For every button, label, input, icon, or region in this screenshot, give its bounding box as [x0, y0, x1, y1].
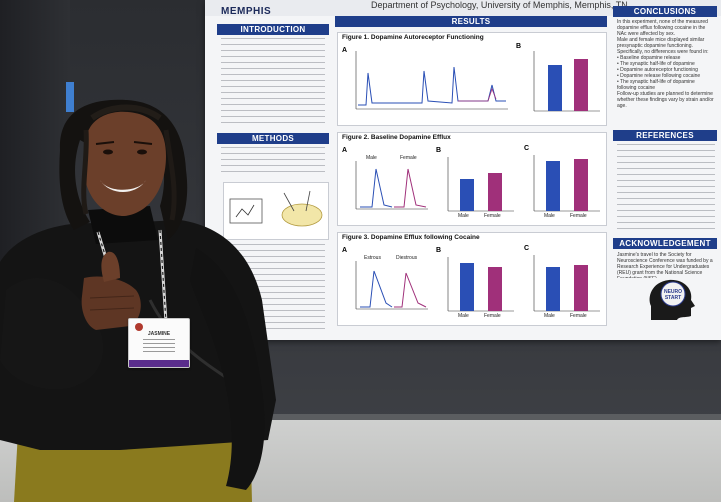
bar-label-male: Male: [544, 313, 555, 319]
conclusions-heading: CONCLUSIONS: [613, 6, 717, 17]
figure-3-title: Figure 3. Dopamine Efflux following Coca…: [342, 234, 480, 241]
bar-label-female: Female: [484, 313, 501, 319]
male-trace-label: Male: [366, 155, 377, 161]
head-silhouette-icon: NEURO START: [649, 279, 695, 320]
thumb: [101, 251, 120, 282]
panel-b-label: B: [436, 147, 442, 154]
right-arm: [190, 248, 265, 490]
figure-1-plots: [355, 51, 600, 112]
turtleneck-collar: [88, 206, 158, 244]
wall-baseboard: [0, 414, 721, 422]
introduction-heading: INTRODUCTION: [217, 24, 329, 35]
bar-label-female: Female: [484, 213, 501, 219]
panel-b-label: B: [516, 43, 522, 50]
svg-text:START: START: [665, 295, 681, 301]
acknowledgement-heading: ACKNOWLEDGEMENT: [613, 238, 717, 249]
figure-3-panel: Figure 3. Dopamine Efflux following Coca…: [337, 232, 607, 326]
panel-a-label: A: [342, 247, 348, 254]
methods-diagram: [223, 182, 329, 240]
panel-b-label: B: [436, 247, 442, 254]
bar-label-male: Male: [544, 213, 555, 219]
references-list: [617, 144, 715, 232]
apparatus-sketch: [229, 190, 323, 227]
badge-name-text: JASMINE: [147, 331, 171, 337]
estrous-label: Estrous: [364, 255, 381, 261]
female-trace-label: Female: [400, 155, 417, 161]
figure-2-panel: Figure 2. Baseline Dopamine Efflux A B C…: [337, 132, 607, 226]
panel-a-label: A: [342, 47, 348, 54]
research-poster: MEMPHIS Department of Psychology, Univer…: [205, 0, 721, 340]
panel-c-label: C: [524, 245, 530, 252]
bar-label-male: Male: [458, 313, 469, 319]
bar-label-female: Female: [570, 213, 587, 219]
figure-1-title: Figure 1. Dopamine Autoreceptor Function…: [342, 34, 484, 41]
svg-text:NEURO: NEURO: [664, 289, 682, 295]
badge-color-bar: [129, 360, 189, 367]
neuro-start-logo: NEURO START: [643, 276, 699, 324]
references-heading: REFERENCES: [613, 130, 717, 141]
thumbs-up-hand: [81, 276, 141, 330]
panel-a-label: A: [342, 147, 348, 154]
badge-details: [143, 339, 175, 353]
blue-light: [66, 82, 74, 112]
name-badge: JASMINE: [128, 318, 190, 368]
introduction-text: [221, 38, 325, 128]
badge-logo-icon: [135, 323, 143, 331]
poster-header: MEMPHIS Department of Psychology, Univer…: [205, 0, 721, 17]
methods-heading: METHODS: [217, 133, 329, 144]
figure-2-plots: [355, 155, 600, 212]
panel-c-label: C: [524, 145, 530, 152]
figure-2-title: Figure 2. Baseline Dopamine Efflux: [342, 134, 451, 141]
face: [84, 111, 166, 216]
results-heading: RESULTS: [335, 16, 607, 27]
bar-label-male: Male: [458, 213, 469, 219]
acknowledgement-text: Jasmine's travel to the Society for Neur…: [617, 252, 713, 278]
department-line: Department of Psychology, University of …: [371, 0, 628, 10]
methods-text: [221, 147, 325, 177]
left-arm: [0, 277, 104, 390]
figure-3-plots: [355, 255, 600, 312]
diestrous-label: Diestrous: [396, 255, 418, 261]
smile: [100, 180, 146, 192]
conclusions-text: In this experiment, none of the measured…: [617, 19, 714, 109]
bar-label-female: Female: [570, 313, 587, 319]
university-logo-text: MEMPHIS: [221, 6, 272, 17]
figure-1-panel: Figure 1. Dopamine Autoreceptor Function…: [337, 32, 607, 126]
